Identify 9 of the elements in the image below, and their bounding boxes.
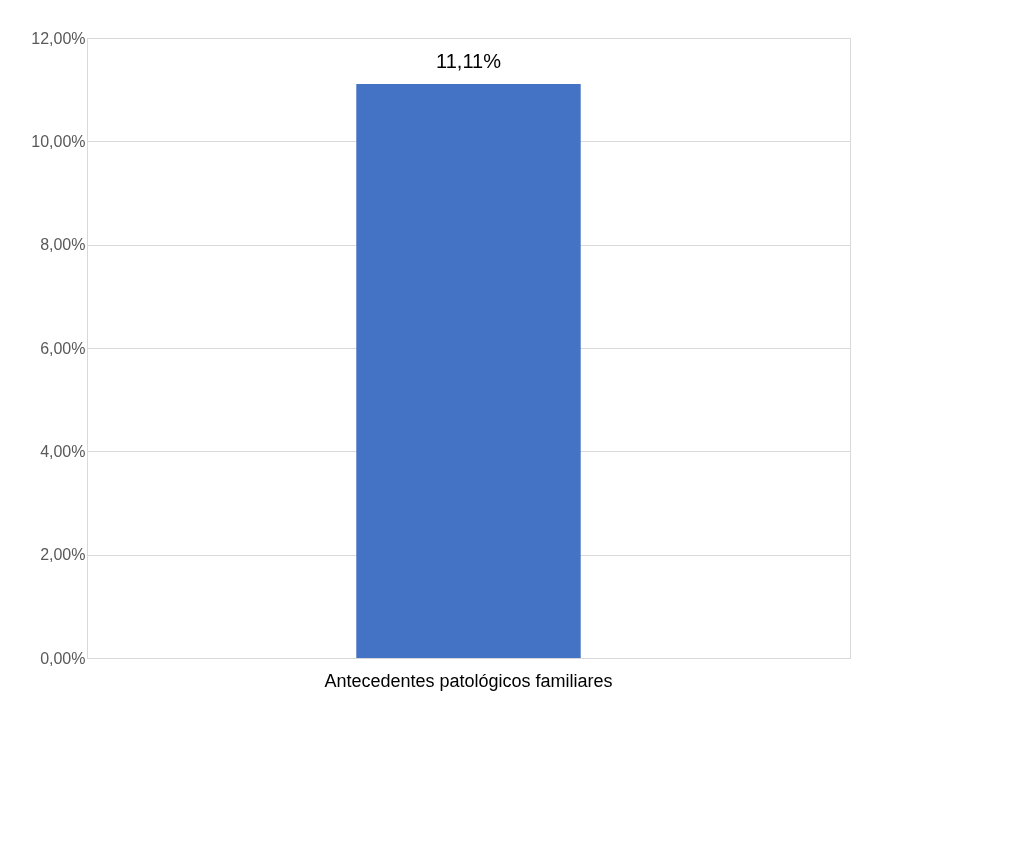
y-tick-label: 4,00% bbox=[40, 442, 86, 460]
x-tick-label: Antecedentes patológicos familiares bbox=[324, 670, 613, 691]
y-tick-label: 2,00% bbox=[40, 546, 86, 564]
y-tick-label: 10,00% bbox=[31, 132, 86, 150]
y-tick-label: 8,00% bbox=[40, 236, 86, 254]
data-label: 11,11% bbox=[436, 49, 502, 72]
y-tick-label: 6,00% bbox=[40, 339, 86, 357]
y-tick-label: 0,00% bbox=[40, 649, 86, 667]
y-tick-label: 12,00% bbox=[31, 29, 86, 47]
